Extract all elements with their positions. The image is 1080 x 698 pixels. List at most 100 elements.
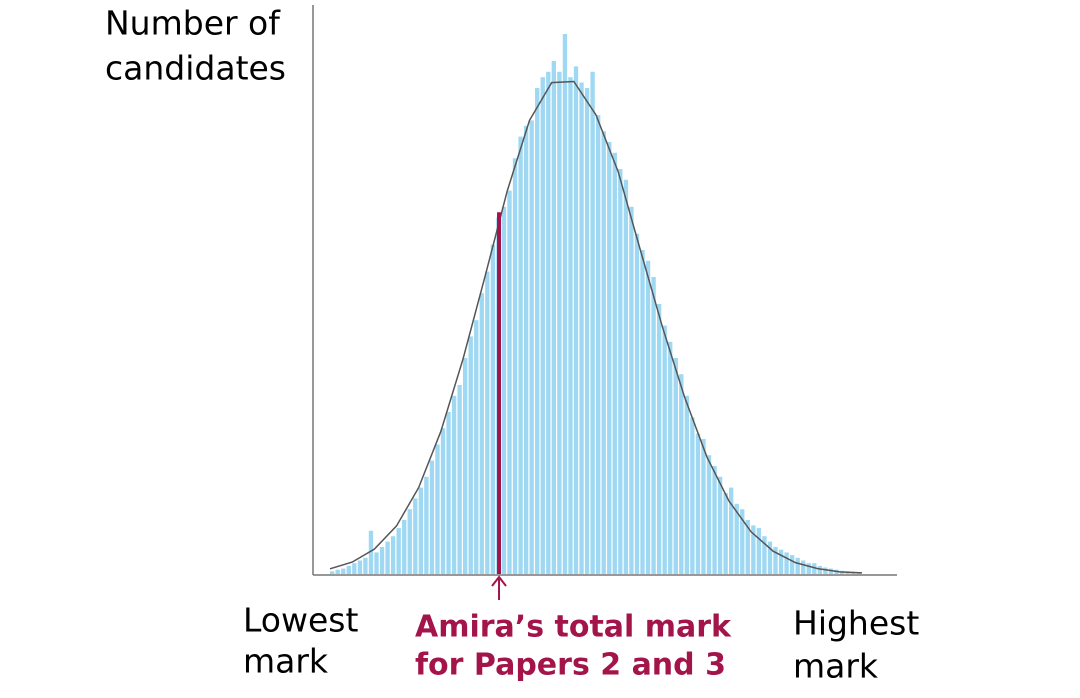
bar xyxy=(518,136,523,574)
bar xyxy=(767,541,773,574)
y-axis-label: candidates xyxy=(105,49,286,88)
bar xyxy=(379,547,385,574)
bar xyxy=(429,460,435,574)
bar xyxy=(573,66,579,575)
bar xyxy=(806,563,811,574)
bar xyxy=(352,563,357,574)
bar xyxy=(346,565,351,574)
bar xyxy=(485,271,490,574)
bar xyxy=(673,358,678,574)
bar xyxy=(651,277,656,574)
bar xyxy=(729,487,734,574)
bar xyxy=(717,476,723,574)
bar xyxy=(629,206,634,575)
bar xyxy=(490,244,496,574)
bar xyxy=(723,493,728,574)
bar xyxy=(463,358,468,574)
bar xyxy=(801,560,806,574)
bar xyxy=(662,325,667,574)
bar xyxy=(540,77,545,574)
bar xyxy=(656,304,662,574)
bar xyxy=(778,549,784,574)
bar xyxy=(684,395,690,574)
fit-curve xyxy=(329,80,863,574)
marker-arrow xyxy=(491,575,507,600)
bar xyxy=(368,530,374,574)
x-high-label: mark xyxy=(793,647,879,686)
marker-label: for Papers 2 and 3 xyxy=(415,648,726,683)
x-low-label: mark xyxy=(243,642,329,681)
bar xyxy=(407,509,412,574)
bar xyxy=(413,498,418,574)
bar xyxy=(341,568,346,574)
bar xyxy=(740,509,745,574)
bar xyxy=(712,466,717,574)
bar xyxy=(645,260,651,574)
bar xyxy=(568,77,573,574)
bar xyxy=(679,374,684,574)
bar xyxy=(474,320,479,574)
bar xyxy=(695,433,701,574)
bar xyxy=(690,417,695,574)
bar xyxy=(385,541,390,574)
bar xyxy=(640,250,645,574)
bar xyxy=(529,120,534,575)
bar xyxy=(789,555,795,574)
bar xyxy=(357,560,363,574)
bar xyxy=(523,125,529,575)
bar xyxy=(451,395,457,574)
bar xyxy=(562,34,568,574)
bar xyxy=(535,88,540,574)
bar xyxy=(623,179,629,575)
bar xyxy=(706,455,712,574)
bar xyxy=(424,476,429,574)
bar xyxy=(335,569,340,574)
bar xyxy=(823,567,828,574)
bar xyxy=(402,520,407,574)
bar xyxy=(457,385,462,574)
bar xyxy=(612,152,617,575)
bar xyxy=(601,131,606,574)
bar xyxy=(446,412,451,574)
bar xyxy=(584,88,590,574)
bar xyxy=(596,115,601,574)
bar xyxy=(579,82,584,574)
bar xyxy=(374,552,379,574)
bar xyxy=(390,536,396,574)
bar xyxy=(440,428,446,574)
bar xyxy=(435,444,440,574)
bar xyxy=(745,520,750,574)
bar xyxy=(734,503,739,574)
bar xyxy=(330,571,335,574)
bar xyxy=(512,158,518,574)
bar xyxy=(795,557,800,574)
bar xyxy=(751,525,756,574)
bar xyxy=(479,293,484,574)
bar xyxy=(363,557,368,574)
bar xyxy=(784,552,789,574)
bar xyxy=(701,439,706,574)
bar xyxy=(607,142,612,574)
y-axis-label: Number of xyxy=(105,4,281,43)
marker-label: Amira’s total mark xyxy=(415,610,732,645)
bar xyxy=(546,71,551,575)
bar xyxy=(618,169,623,574)
bar xyxy=(817,565,823,574)
x-high-label: Highest xyxy=(793,604,919,643)
bar xyxy=(551,61,557,574)
bar xyxy=(501,206,507,575)
bar xyxy=(762,536,767,574)
bar xyxy=(468,336,473,574)
x-low-label: Lowest xyxy=(243,601,358,640)
bar xyxy=(812,563,817,574)
bar xyxy=(396,528,401,574)
bar xyxy=(590,71,595,575)
bar xyxy=(418,487,424,574)
bar xyxy=(828,568,834,574)
bar xyxy=(634,233,640,575)
bar xyxy=(507,190,512,574)
bar xyxy=(756,528,762,574)
bar xyxy=(557,71,562,575)
bar xyxy=(773,547,778,574)
